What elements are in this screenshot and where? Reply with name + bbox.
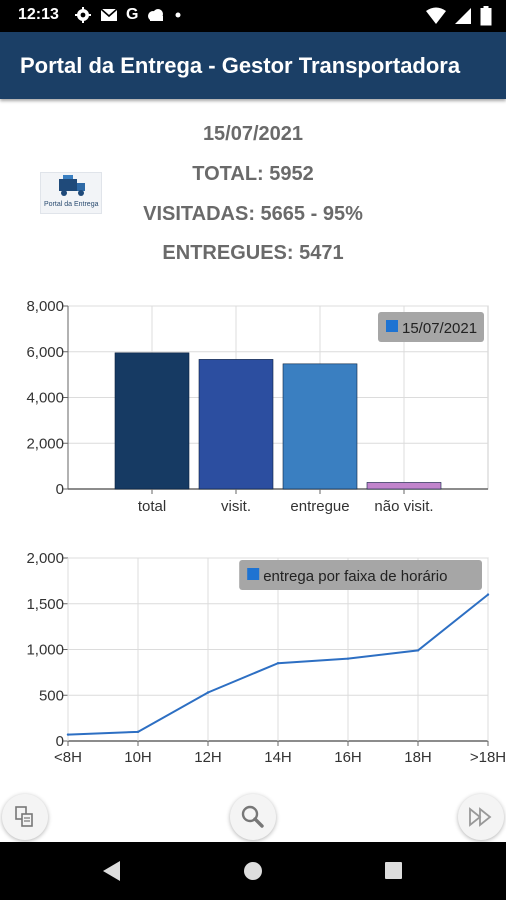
x-tick-label: 10H: [124, 749, 152, 766]
x-tick-label: 16H: [334, 749, 362, 766]
summary-visitadas: VISITADAS: 5665 - 95%: [143, 203, 363, 225]
battery-icon: [480, 6, 492, 26]
y-tick-label: 2,000: [26, 435, 64, 452]
y-tick-label: 1,500: [26, 596, 64, 613]
x-tick-label: entregue: [290, 498, 349, 515]
legend-box: [239, 560, 482, 590]
recents-icon: [385, 862, 402, 879]
logo-caption: Portal da Entrega: [44, 201, 99, 208]
delivery-truck-icon: [59, 175, 85, 196]
legend-swatch: [386, 320, 398, 332]
bar-chart-svg: 0 2,000 4,000 6,000 8,000 total visit. entregue…: [26, 298, 489, 515]
portal-logo: Portal da Entrega: [40, 172, 102, 214]
wifi-icon: [426, 7, 446, 24]
app-bar: Portal da Entrega - Gestor Transportador…: [0, 32, 506, 99]
back-icon: [103, 861, 120, 881]
nav-recents-button[interactable]: [364, 842, 424, 900]
y-tick-label: 6,000: [26, 344, 64, 361]
mail-icon: [100, 8, 118, 21]
x-tick-label: 18H: [404, 749, 432, 766]
legend-label: entrega por faixa de horário: [263, 568, 447, 585]
bar-1: [198, 359, 274, 490]
system-nav-bar: [0, 842, 506, 900]
hourly-line-chart: 0 500 1,000 1,500 2,000 <8H 10H 12H 14H 16H 18H >18…: [0, 546, 506, 776]
bar-3: [366, 482, 442, 490]
line-chart-svg: 0 500 1,000 1,500 2,000 <8H 10H 12H 14H 16H 18H >18…: [26, 550, 506, 766]
y-tick-label: 0: [56, 481, 64, 498]
dot-icon: [175, 12, 181, 18]
search-icon: [241, 805, 264, 828]
y-tick-label: 8,000: [26, 298, 64, 315]
bar-0: [114, 352, 190, 490]
legend-label: 15/07/2021: [402, 320, 477, 337]
data-point: [276, 662, 280, 665]
data-point: [66, 733, 70, 736]
x-tick-label: total: [138, 498, 166, 515]
nav-back-button[interactable]: [82, 842, 142, 900]
bar-2: [282, 363, 358, 490]
x-tick-label: 14H: [264, 749, 292, 766]
search-button[interactable]: [230, 794, 276, 840]
data-point: [486, 593, 490, 596]
data-point: [206, 691, 210, 694]
data-point: [346, 657, 350, 660]
y-tick-label: 2,000: [26, 550, 64, 567]
summary-total: TOTAL: 5952: [192, 163, 314, 185]
y-tick-label: 4,000: [26, 390, 64, 407]
x-tick-label: 12H: [194, 749, 222, 766]
y-tick-label: 500: [39, 687, 64, 704]
data-point: [416, 649, 420, 652]
fast-forward-button[interactable]: [458, 794, 504, 840]
x-tick-label: >18H: [470, 749, 506, 766]
deliveries-bar-chart: 0 2,000 4,000 6,000 8,000 total visit. entregue…: [0, 292, 506, 522]
legend-box: [378, 312, 484, 342]
nav-home-button[interactable]: [223, 842, 283, 900]
filter-icon: [15, 806, 33, 827]
y-tick-label: 1,000: [26, 642, 64, 659]
data-point: [136, 730, 140, 734]
gear-icon: [75, 7, 91, 23]
status-time: 12:13: [18, 6, 59, 23]
x-tick-label: <8H: [54, 749, 82, 766]
legend-swatch: [247, 568, 260, 580]
google-icon: G: [126, 6, 139, 23]
filter-button[interactable]: [2, 794, 48, 840]
app-title: Portal da Entrega - Gestor Transportador…: [20, 53, 461, 78]
summary-entregues: ENTREGUES: 5471: [162, 242, 344, 264]
status-bar: 12:13 G: [0, 0, 506, 32]
fast-forward-icon: [469, 807, 492, 827]
x-tick-label: visit.: [221, 498, 251, 515]
x-tick-label: não visit.: [374, 498, 433, 515]
y-tick-label: 0: [56, 733, 64, 750]
signal-icon: [455, 8, 471, 24]
cloud-icon: [148, 9, 164, 21]
home-icon: [244, 862, 262, 880]
summary-date: 15/07/2021: [202, 123, 304, 145]
